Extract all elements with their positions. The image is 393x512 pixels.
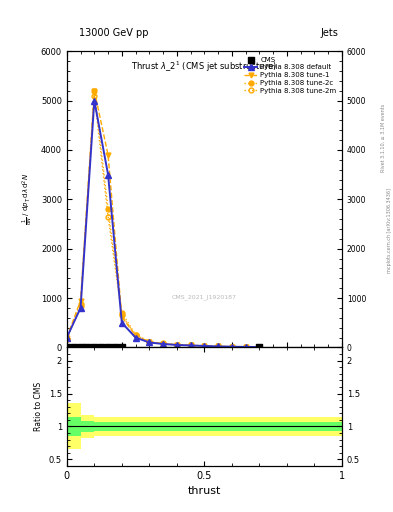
Pythia 8.308 tune-2c <box>133 332 138 338</box>
Pythia 8.308 tune-2c <box>147 338 152 345</box>
Pythia 8.308 default <box>216 344 220 350</box>
Pythia 8.308 tune-2c <box>119 310 124 316</box>
Pythia 8.308 tune-2m <box>64 335 69 342</box>
Pythia 8.308 default <box>243 344 248 350</box>
Pythia 8.308 tune-2m <box>202 343 207 349</box>
Pythia 8.308 tune-2m <box>243 344 248 350</box>
Pythia 8.308 default <box>78 305 83 311</box>
Pythia 8.308 tune-1 <box>202 343 207 349</box>
Pythia 8.308 default <box>106 172 110 178</box>
Pythia 8.308 tune-2c <box>216 343 220 349</box>
Pythia 8.308 tune-2m <box>230 344 234 350</box>
CMS <box>91 343 97 351</box>
Pythia 8.308 tune-1 <box>230 344 234 350</box>
Pythia 8.308 tune-1 <box>78 297 83 304</box>
Text: mcplots.cern.ch [arXiv:1306.3436]: mcplots.cern.ch [arXiv:1306.3436] <box>387 188 391 273</box>
Pythia 8.308 tune-2m <box>133 332 138 338</box>
Y-axis label: Ratio to CMS: Ratio to CMS <box>34 382 43 431</box>
Pythia 8.308 tune-1 <box>133 333 138 339</box>
Pythia 8.308 tune-2c <box>243 344 248 350</box>
Pythia 8.308 tune-2c <box>257 344 262 350</box>
CMS <box>64 343 70 351</box>
Pythia 8.308 tune-1 <box>147 339 152 345</box>
Pythia 8.308 tune-2c <box>188 342 193 348</box>
Pythia 8.308 tune-2m <box>174 342 179 348</box>
Pythia 8.308 default <box>174 342 179 348</box>
Pythia 8.308 default <box>92 97 97 103</box>
Line: Pythia 8.308 tune-2c: Pythia 8.308 tune-2c <box>64 88 262 350</box>
Pythia 8.308 tune-2m <box>92 93 97 99</box>
Pythia 8.308 tune-1 <box>161 340 165 347</box>
Pythia 8.308 tune-1 <box>64 334 69 340</box>
Pythia 8.308 tune-2c <box>64 335 69 342</box>
CMS <box>112 343 118 351</box>
CMS <box>256 343 263 351</box>
Line: Pythia 8.308 tune-2m: Pythia 8.308 tune-2m <box>64 93 262 350</box>
Pythia 8.308 default <box>161 341 165 347</box>
Pythia 8.308 tune-2c <box>202 343 207 349</box>
Pythia 8.308 default <box>119 319 124 326</box>
Legend: CMS, Pythia 8.308 default, Pythia 8.308 tune-1, Pythia 8.308 tune-2c, Pythia 8.3: CMS, Pythia 8.308 default, Pythia 8.308 … <box>241 55 338 96</box>
Pythia 8.308 tune-1 <box>106 152 110 158</box>
Pythia 8.308 default <box>64 334 69 340</box>
Text: CMS_2021_J1920187: CMS_2021_J1920187 <box>172 294 237 300</box>
Pythia 8.308 default <box>257 344 262 350</box>
X-axis label: thrust: thrust <box>188 486 221 496</box>
CMS <box>84 343 90 351</box>
Pythia 8.308 tune-1 <box>216 343 220 349</box>
Pythia 8.308 default <box>147 339 152 346</box>
Pythia 8.308 tune-1 <box>243 344 248 350</box>
CMS <box>77 343 84 351</box>
Line: Pythia 8.308 default: Pythia 8.308 default <box>64 98 262 350</box>
Pythia 8.308 tune-2c <box>78 302 83 308</box>
Pythia 8.308 tune-1 <box>174 342 179 348</box>
Text: Jets: Jets <box>320 28 338 38</box>
Pythia 8.308 tune-1 <box>92 88 97 94</box>
Pythia 8.308 tune-2m <box>188 343 193 349</box>
CMS <box>71 343 77 351</box>
Pythia 8.308 tune-2c <box>106 206 110 212</box>
Pythia 8.308 tune-2m <box>106 214 110 220</box>
CMS <box>119 343 125 351</box>
Pythia 8.308 tune-2c <box>230 344 234 350</box>
Pythia 8.308 tune-2c <box>92 88 97 94</box>
Pythia 8.308 tune-2m <box>257 344 262 350</box>
Pythia 8.308 tune-1 <box>257 344 262 350</box>
Pythia 8.308 tune-2m <box>78 304 83 310</box>
Y-axis label: $\frac{1}{\mathrm{d}N}$ / $\mathrm{d}p_T\,\mathrm{d}\lambda\,\mathrm{d}^2N$: $\frac{1}{\mathrm{d}N}$ / $\mathrm{d}p_T… <box>21 173 35 225</box>
Line: Pythia 8.308 tune-1: Pythia 8.308 tune-1 <box>64 88 262 350</box>
Pythia 8.308 default <box>230 344 234 350</box>
Pythia 8.308 default <box>202 343 207 349</box>
Pythia 8.308 default <box>133 334 138 340</box>
Pythia 8.308 tune-1 <box>188 343 193 349</box>
Pythia 8.308 tune-2m <box>119 312 124 318</box>
Text: 13000 GeV pp: 13000 GeV pp <box>79 28 148 38</box>
Pythia 8.308 tune-2c <box>161 340 165 347</box>
Pythia 8.308 tune-2m <box>161 340 165 347</box>
Text: Rivet 3.1.10, ≥ 3.1M events: Rivet 3.1.10, ≥ 3.1M events <box>381 104 386 173</box>
CMS <box>105 343 111 351</box>
Pythia 8.308 tune-1 <box>119 314 124 320</box>
Pythia 8.308 tune-2m <box>147 339 152 345</box>
Pythia 8.308 tune-2c <box>174 342 179 348</box>
CMS <box>98 343 105 351</box>
Text: Thrust $\lambda\_2^1$ (CMS jet substructure): Thrust $\lambda\_2^1$ (CMS jet substruct… <box>131 60 277 74</box>
Pythia 8.308 default <box>188 343 193 349</box>
Pythia 8.308 tune-2m <box>216 344 220 350</box>
